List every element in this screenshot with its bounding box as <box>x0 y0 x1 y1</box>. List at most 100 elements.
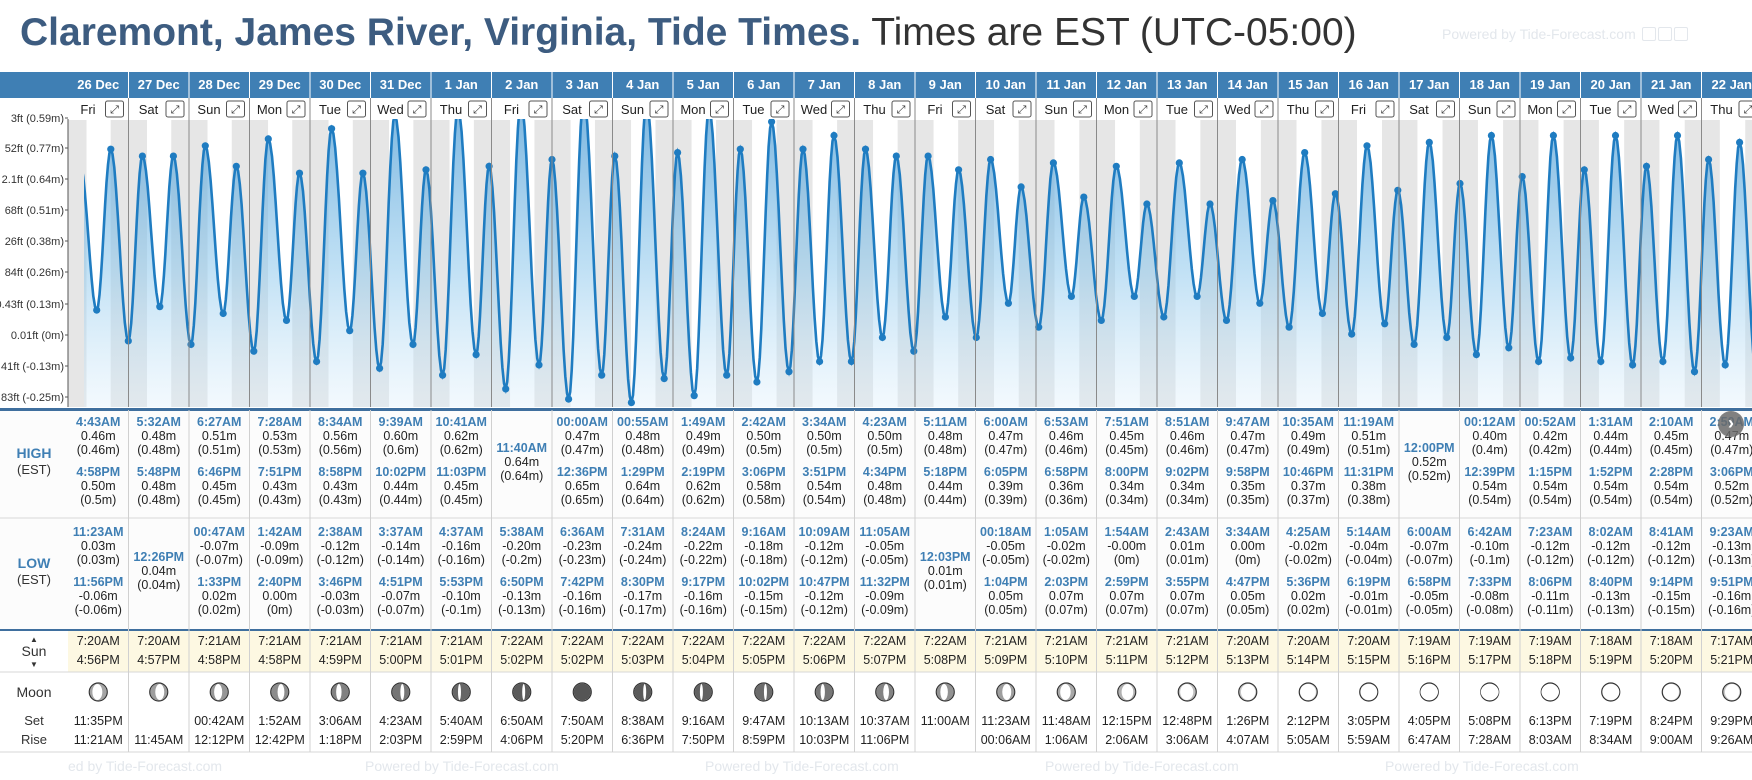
tide-height-m: -0.08m <box>1470 589 1509 603</box>
date-label: 1 Jan <box>445 77 478 92</box>
moonset-time: 4:23AM <box>379 714 422 728</box>
expand-day-button[interactable] <box>226 100 245 118</box>
tide-time: 11:40AM <box>496 441 547 455</box>
expand-day-button[interactable] <box>1133 100 1153 118</box>
expand-day-button[interactable] <box>1436 100 1455 118</box>
tide-height-paren: (-0.1m) <box>441 603 481 617</box>
expand-day-button[interactable] <box>1073 100 1092 118</box>
title-bar: Claremont, James River, Virginia, Tide T… <box>0 0 1752 68</box>
high-tide-point <box>485 162 493 170</box>
tide-time: 1:42AM <box>258 525 302 539</box>
expand-day-button[interactable] <box>952 100 971 118</box>
expand-day-button[interactable] <box>589 100 608 118</box>
expand-day-button[interactable] <box>831 100 850 118</box>
expand-day-button[interactable] <box>1194 100 1213 118</box>
tide-height-paren: (0.45m) <box>1105 443 1148 457</box>
expand-day-button[interactable] <box>468 100 487 118</box>
tide-height-m: 0.49m <box>1291 429 1326 443</box>
y-tick-label: 0.01ft (0m) <box>11 330 64 342</box>
high-tide-point <box>328 125 336 133</box>
chevron-right-icon: › <box>1728 413 1734 433</box>
weekday-label: Sat <box>139 102 159 117</box>
tide-height-paren: (0.5m) <box>80 493 116 507</box>
expand-day-button[interactable] <box>1315 100 1334 118</box>
expand-day-button[interactable] <box>528 100 548 118</box>
moonrise-time: 12:12PM <box>194 733 244 747</box>
expand-day-button[interactable] <box>1496 100 1516 118</box>
tide-height-paren: (0.44m) <box>924 493 967 507</box>
moonrise-time: 5:59AM <box>1347 733 1390 747</box>
date-label: 22 Jan <box>1712 77 1752 92</box>
tide-height-paren: (0.44m) <box>379 493 422 507</box>
tide-height-m: -0.24m <box>623 539 662 553</box>
tide-height-m: -0.16m <box>563 589 602 603</box>
low-tide-point <box>1222 316 1231 324</box>
tide-height-paren: (0.52m) <box>1408 469 1451 483</box>
expand-icon: ⤢ <box>715 104 724 116</box>
tide-height-m: -0.05m <box>986 539 1025 553</box>
moonset-time: 9:29PM <box>1710 714 1752 728</box>
tide-height-m: 0.46m <box>1170 429 1205 443</box>
tide-height-m: -0.16m <box>1712 589 1751 603</box>
weekday-label: Sun <box>621 102 644 117</box>
expand-day-button[interactable] <box>891 100 911 118</box>
page-title: Claremont, James River, Virginia, Tide T… <box>20 10 1357 56</box>
weekday-label: Tue <box>319 102 341 117</box>
low-tide-point <box>1160 313 1168 321</box>
expand-day-button[interactable] <box>710 100 729 118</box>
scroll-right-button[interactable] <box>1718 411 1744 437</box>
expand-day-button[interactable] <box>407 100 427 118</box>
tide-height-m: -0.05m <box>865 539 904 553</box>
expand-day-button[interactable] <box>347 100 366 118</box>
expand-day-button[interactable] <box>1254 100 1274 118</box>
tide-height-m: 0.51m <box>1351 429 1386 443</box>
tide-height-m: -0.07m <box>381 589 420 603</box>
tide-time: 7:42PM <box>560 575 604 589</box>
expand-day-button[interactable] <box>1012 100 1032 118</box>
expand-day-button[interactable] <box>165 100 185 118</box>
expand-day-button[interactable] <box>1678 100 1697 118</box>
sunset-time: 5:02PM <box>500 653 543 667</box>
tide-height-paren: (0.53m) <box>258 443 301 457</box>
y-axis-panel <box>0 119 68 407</box>
tide-height-paren: (0.02m) <box>1287 603 1330 617</box>
low-tide-point <box>816 357 824 366</box>
expand-icon: ⤢ <box>231 104 240 116</box>
high-tide-point <box>1143 200 1151 208</box>
tide-height-m: 0.48m <box>928 429 963 443</box>
date-label: 7 Jan <box>808 77 841 92</box>
watermark-icon <box>1657 27 1672 41</box>
tide-time: 12:36PM <box>557 465 608 479</box>
high-tide-point <box>1425 138 1433 146</box>
tide-height-paren: (0.01m) <box>1166 553 1209 567</box>
tide-time: 1:04PM <box>984 575 1028 589</box>
sunrise-time: 7:20AM <box>1287 634 1330 648</box>
expand-day-button[interactable] <box>770 100 790 118</box>
high-tide-point <box>1017 183 1025 191</box>
powered-by-text: Powered by Tide-Forecast.com <box>1442 26 1636 42</box>
expand-day-button[interactable] <box>1738 100 1752 118</box>
moon-phase-icon <box>1117 682 1137 702</box>
tide-time: 10:41AM <box>436 415 487 429</box>
tide-height-m: 0.34m <box>1109 479 1144 493</box>
expand-day-button[interactable] <box>1617 100 1637 118</box>
tide-height-m: 0.40m <box>1472 429 1507 443</box>
expand-day-button[interactable] <box>286 100 306 118</box>
tide-height-paren: (0.47m) <box>561 443 604 457</box>
high-tide-point <box>1673 131 1682 140</box>
sun-label-bg <box>0 630 68 672</box>
tide-time: 3:34AM <box>802 415 846 429</box>
expand-day-button[interactable] <box>105 100 124 118</box>
tide-height-paren: (0.48m) <box>137 493 180 507</box>
tide-height-m: 0.03m <box>81 539 116 553</box>
expand-day-button[interactable] <box>649 100 669 118</box>
moonset-time: 00:42AM <box>194 714 244 728</box>
tide-height-paren: (0.56m) <box>319 443 362 457</box>
date-label: 9 Jan <box>929 77 962 92</box>
tide-height-m: -0.01m <box>1349 589 1388 603</box>
expand-day-button[interactable] <box>1557 100 1576 118</box>
tide-height-m: 0.48m <box>867 479 902 493</box>
moonset-time: 8:38AM <box>621 714 664 728</box>
date-label: 10 Jan <box>986 77 1027 92</box>
expand-day-button[interactable] <box>1375 100 1395 118</box>
